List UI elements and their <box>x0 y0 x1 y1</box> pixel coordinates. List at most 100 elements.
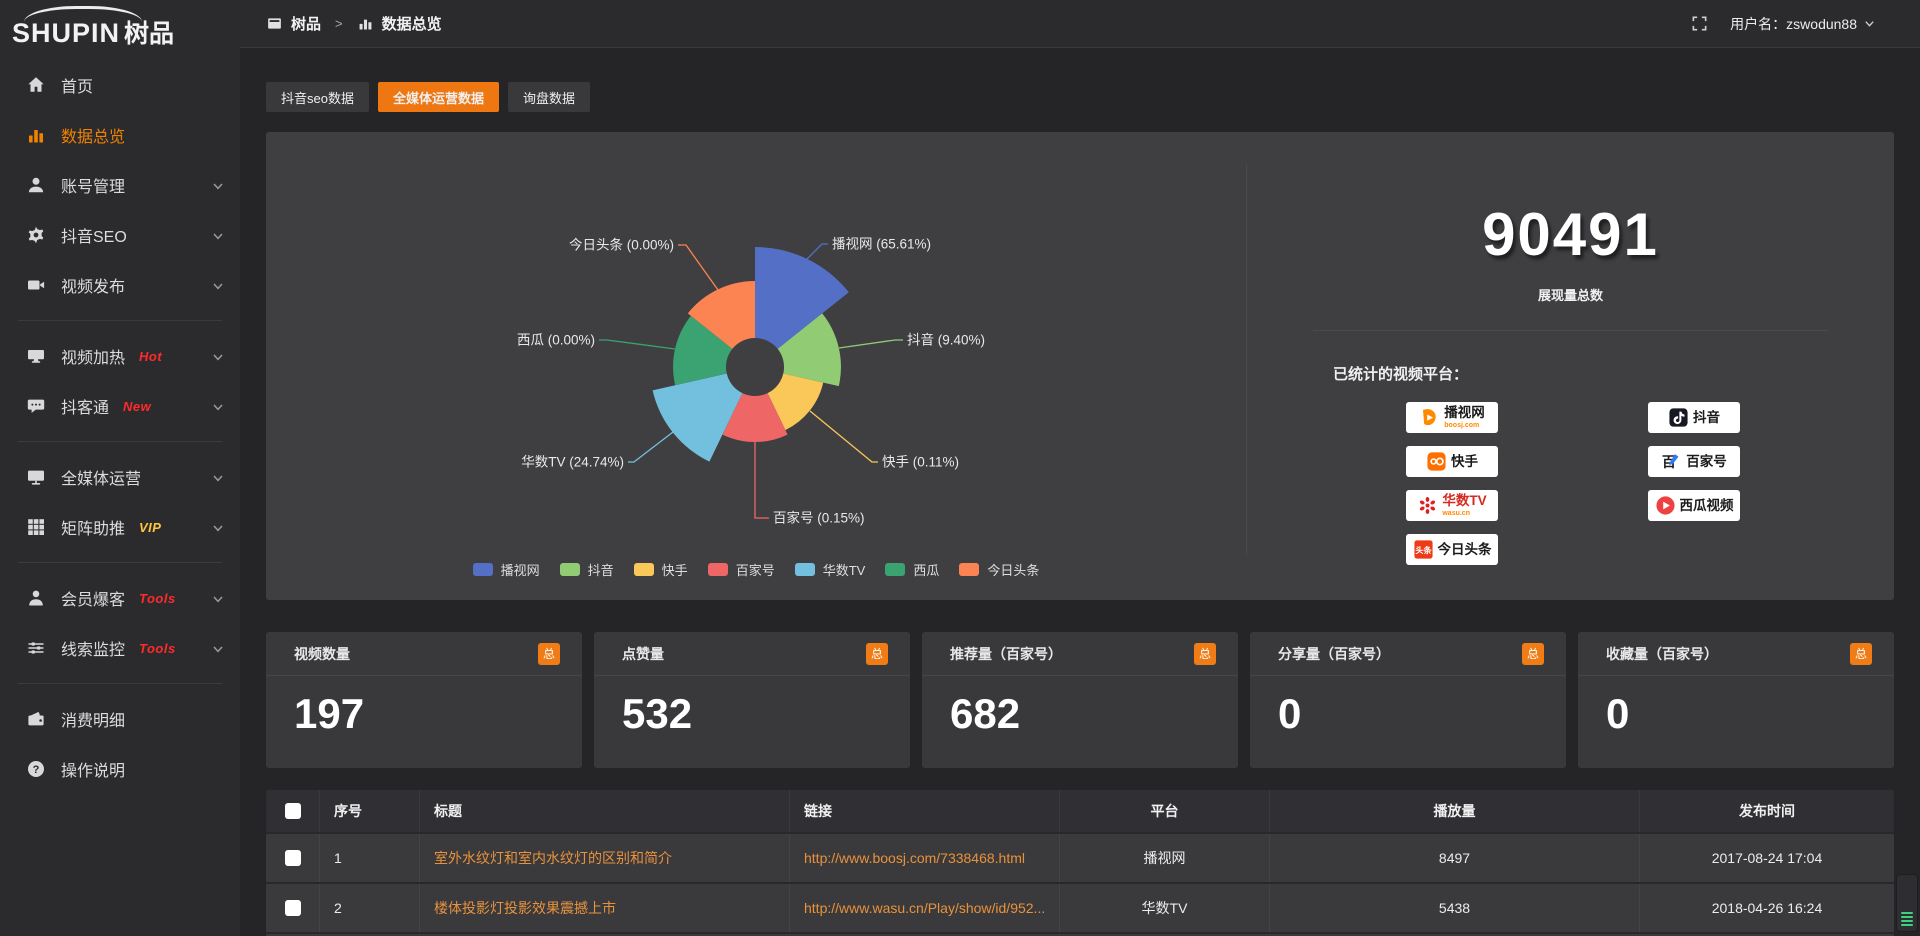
legend-item-华数TV[interactable]: 华数TV <box>794 560 865 579</box>
legend-item-今日头条[interactable]: 今日头条 <box>959 560 1039 579</box>
breadcrumb-root[interactable]: 树品 <box>291 16 322 33</box>
video-title-link[interactable]: 楼体投影灯投影效果震撼上市 <box>434 900 616 916</box>
pie-label: 抖音 (9.40%) <box>907 332 985 348</box>
pie-slice-西瓜[interactable] <box>673 315 733 386</box>
pie-slice-播视网[interactable] <box>755 247 849 349</box>
overview-divider <box>1313 330 1828 331</box>
pie-label-line <box>678 244 719 291</box>
user-menu[interactable]: 用户名：zswodun88 <box>1730 14 1875 34</box>
stat-card-label: 点赞量 <box>622 645 664 662</box>
widget-bar <box>1901 916 1913 918</box>
pie-slice-抖音[interactable] <box>777 313 841 387</box>
legend-label: 百家号 <box>735 563 775 578</box>
douyin-logo-icon <box>1668 407 1689 428</box>
logo-arc-decoration <box>24 6 142 22</box>
legend-item-抖音[interactable]: 抖音 <box>559 560 614 579</box>
legend-label: 抖音 <box>587 563 614 578</box>
sidebar-item-expense-detail[interactable]: 消费明细 <box>0 694 240 744</box>
panel-vertical-divider <box>1246 164 1247 555</box>
stat-card-label: 视频数量 <box>294 645 350 662</box>
sidebar-item-douyin-seo[interactable]: 抖音SEO <box>0 210 240 260</box>
legend-item-播视网[interactable]: 播视网 <box>472 560 540 579</box>
total-badge: 总 <box>1194 642 1216 665</box>
chevron-down-icon <box>212 521 224 533</box>
sidebar-item-badge: Hot <box>139 348 163 364</box>
tab-1[interactable]: 抖音seo数据 <box>266 82 369 112</box>
cell-title: 室外水纹灯和室内水纹灯的区别和简介 <box>420 834 790 882</box>
chart-panel: 播视网 (65.61%) 抖音 (9.40%) 快手 (0.11%) 百家号 (0.1… <box>266 132 1894 600</box>
fullscreen-icon[interactable] <box>1691 15 1708 32</box>
video-url-link[interactable]: http://www.boosj.com/7338468.html <box>804 850 1026 866</box>
total-badge: 总 <box>538 642 560 665</box>
sidebar-item-media-ops[interactable]: 全媒体运营 <box>0 452 240 502</box>
wallet-icon <box>26 709 46 729</box>
breadcrumb-current[interactable]: 数据总览 <box>381 16 442 33</box>
sidebar-item-video-heat[interactable]: 视频加热 Hot <box>0 331 240 381</box>
platform-badge-抖音: 抖音 <box>1648 402 1740 433</box>
sidebar-item-home[interactable]: 首页 <box>0 60 240 110</box>
sidebar-item-badge: Tools <box>139 640 176 656</box>
tab-3[interactable]: 询盘数据 <box>507 82 590 112</box>
sidebar-item-account-manage[interactable]: 账号管理 <box>0 160 240 210</box>
brand-logo: SHUPIN 树品 <box>0 0 240 60</box>
legend-swatch <box>472 563 493 576</box>
sidebar-item-label: 首页 <box>61 79 94 96</box>
cell-plays: 8497 <box>1270 834 1640 882</box>
cell-time: 2017-08-24 17:04 <box>1711 850 1823 866</box>
select-all-checkbox[interactable] <box>284 803 301 819</box>
pie-slice-快手[interactable] <box>767 373 824 431</box>
legend-item-快手[interactable]: 快手 <box>633 560 688 579</box>
sidebar-divider <box>18 683 222 684</box>
pie-label: 今日头条 (0.00%) <box>569 237 674 253</box>
sidebar-item-clue-monitor[interactable]: 线索监控 Tools <box>0 623 240 673</box>
widget-bar <box>1901 924 1913 926</box>
sidebar-divider <box>18 562 222 563</box>
pie-slice-百家号[interactable] <box>722 393 788 443</box>
row-checkbox[interactable] <box>284 850 301 866</box>
total-badge: 总 <box>1850 642 1872 665</box>
sidebar-item-help[interactable]: ? 操作说明 <box>0 744 240 794</box>
total-impressions-label: 展现量总数 <box>1537 288 1603 303</box>
video-title-link[interactable]: 室外水纹灯和室内水纹灯的区别和简介 <box>434 850 672 866</box>
pie-label: 华数TV (24.74%) <box>521 455 624 470</box>
pie-label: 百家号 (0.15%) <box>773 510 865 526</box>
breadcrumb: 树品 > 数据总览 <box>266 13 442 34</box>
monitor-icon <box>26 467 46 487</box>
stat-cards-row: 视频数量总 197 点赞量总 532 推荐量（百家号）总 682 分享量（百家号）总 0 收藏量… <box>266 632 1894 768</box>
tab-2[interactable]: 全媒体运营数据 <box>377 82 499 112</box>
breadcrumb-separator: > <box>335 16 343 31</box>
sidebar-item-matrix-boost[interactable]: 矩阵助推 VIP <box>0 502 240 552</box>
widget-bar <box>1901 920 1913 922</box>
sidebar-item-video-publish[interactable]: 视频发布 <box>0 260 240 310</box>
table-row-partial <box>266 932 1894 936</box>
chevron-down-icon <box>212 592 224 604</box>
row-checkbox[interactable] <box>284 900 301 916</box>
legend-item-百家号[interactable]: 百家号 <box>707 560 775 579</box>
column-header: 播放量 <box>1270 790 1640 832</box>
bar-chart-icon <box>26 125 46 145</box>
sidebar-item-label: 全媒体运营 <box>61 471 142 488</box>
platform-name: 播视网 <box>1444 405 1485 421</box>
videos-table: 序号 标题 链接 平台 播放量 发布时间 1 室外水纹灯和室内水纹灯的区别和简介 http://… <box>266 790 1894 936</box>
legend-swatch <box>707 563 728 576</box>
chat-icon <box>26 396 46 416</box>
sidebar: SHUPIN 树品 首页数据总览 账号管理 抖音SEO 视频发布视频加热 Hot 抖客通 Ne… <box>0 0 240 936</box>
video-url-link[interactable]: http://www.wasu.cn/Play/show/id/952... <box>804 900 1046 916</box>
legend-swatch <box>633 563 654 576</box>
sidebar-item-douketong[interactable]: 抖客通 New <box>0 381 240 431</box>
legend-swatch <box>885 563 906 576</box>
pie-label-line <box>809 410 878 463</box>
home-icon <box>26 75 46 95</box>
pie-slice-今日头条[interactable] <box>687 281 755 349</box>
stat-card-4: 分享量（百家号） 总 0 <box>1250 632 1566 768</box>
rose-pie-chart: 播视网 (65.61%) 抖音 (9.40%) 快手 (0.11%) 百家号 (0.1… <box>266 132 1246 600</box>
pie-slice-华数TV[interactable] <box>652 373 743 462</box>
sidebar-item-member-baoke[interactable]: 会员爆客 Tools <box>0 573 240 623</box>
sidebar-item-data-overview[interactable]: 数据总览 <box>0 110 240 160</box>
column-header: 发布时间 <box>1739 803 1795 819</box>
stat-card-value: 0 <box>1606 690 1630 737</box>
legend-item-西瓜[interactable]: 西瓜 <box>885 560 939 579</box>
floating-widget[interactable] <box>1896 874 1918 932</box>
baijiahao-logo-icon: 百 <box>1661 451 1682 472</box>
cell-platform: 播视网 <box>1060 834 1270 882</box>
